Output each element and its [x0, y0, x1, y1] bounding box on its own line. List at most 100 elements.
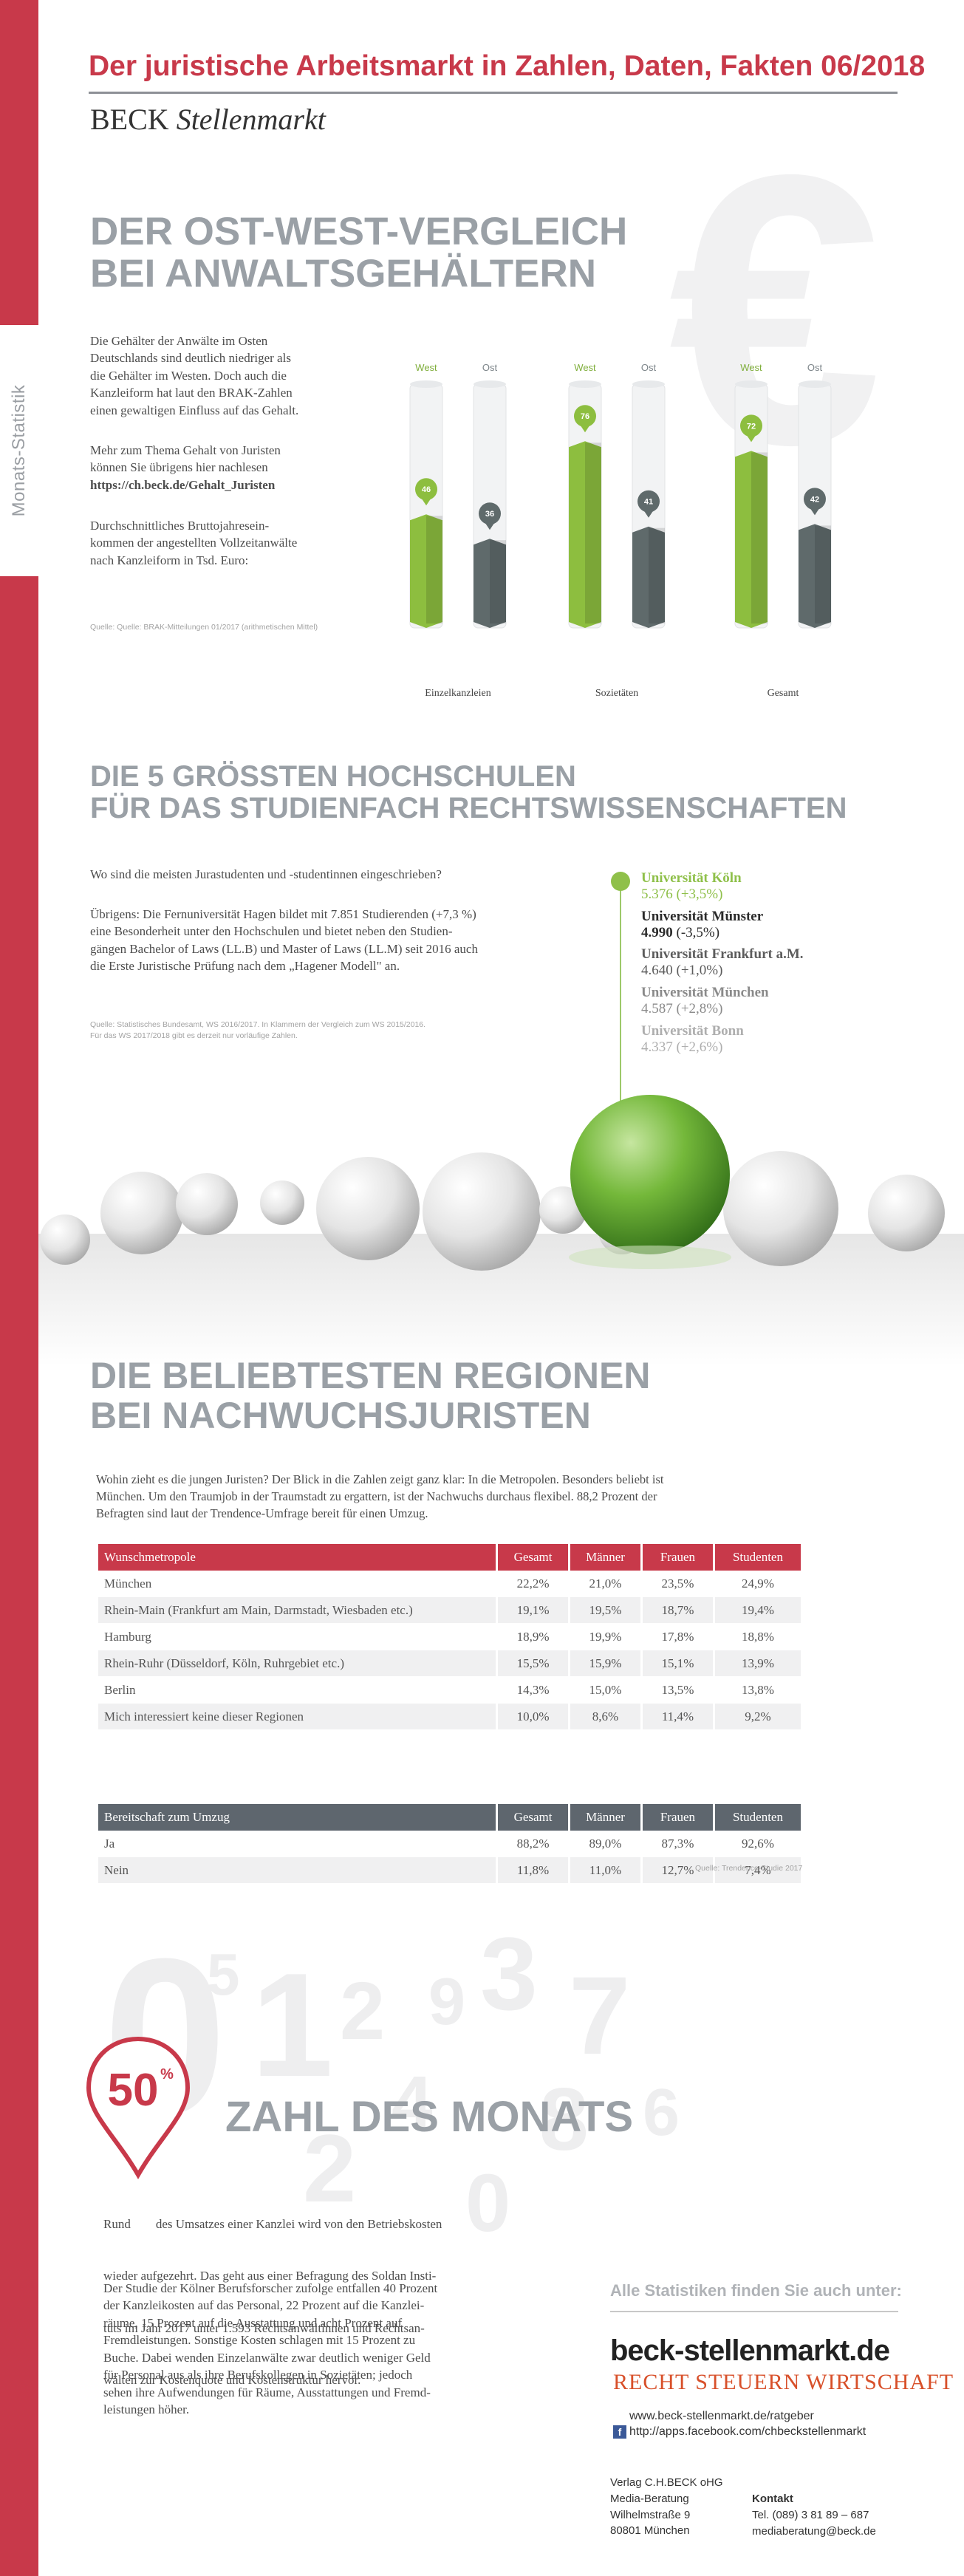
table-cell: Berlin	[98, 1677, 496, 1704]
column-header: Bereitschaft zum Umzug	[98, 1804, 496, 1831]
table-cell: 15,5%	[498, 1650, 569, 1677]
table-row: Nein 11,8% 11,0% 12,7% 7,4%	[98, 1857, 801, 1884]
table-row: Berlin 14,3% 15,0% 13,5% 13,8%	[98, 1677, 801, 1704]
contact-email[interactable]: mediaberatung@beck.de	[752, 2524, 876, 2538]
table-cell: 22,2%	[498, 1571, 569, 1597]
value-bubble	[479, 502, 501, 525]
table-row: München 22,2% 21,0% 23,5% 24,9%	[98, 1571, 801, 1597]
value-pointer	[581, 426, 589, 433]
section-title-universities: DIE 5 GRÖSSTEN HOCHSCHULEN FÜR DAS STUDI…	[90, 760, 847, 824]
table-cell: 13,9%	[714, 1650, 801, 1677]
tube-rim	[569, 380, 601, 388]
column-header: Gesamt	[498, 1544, 569, 1571]
ratgeber-link[interactable]: www.beck-stellenmarkt.de/ratgeber	[629, 2410, 814, 2422]
text-line: leistungen höher.	[103, 2402, 190, 2417]
value-bubble	[740, 414, 762, 437]
table-row: Rhein-Ruhr (Düsseldorf, Köln, Ruhrgebiet…	[98, 1650, 801, 1677]
salary-more: Mehr zum Thema Gehalt von Juristen könne…	[90, 442, 356, 493]
table-cell: 15,0%	[570, 1677, 640, 1704]
facebook-icon[interactable]: f	[613, 2425, 626, 2439]
facebook-link[interactable]: http://apps.facebook.com/chbeckstellenma…	[629, 2425, 866, 2438]
university-item: Universität Köln 5.376 (+3,5%)	[641, 870, 804, 903]
contact-phone: Tel. (089) 3 81 89 – 687	[752, 2508, 869, 2521]
salary-source: Quelle: Quelle: BRAK-Mitteilungen 01/201…	[90, 623, 318, 632]
zdm-para2: Der Studie der Kölner Berufsforscher zuf…	[103, 2280, 561, 2419]
column-header: Gesamt	[498, 1804, 569, 1831]
series-label: Ost	[482, 362, 498, 373]
sidebar-strip-top	[0, 0, 38, 325]
text-line: Durchschnittliches Bruttojahresein-	[90, 519, 270, 533]
table-cell: 9,2%	[714, 1704, 801, 1730]
university-item: Universität Frankfurt a.M. 4.640 (+1,0%)	[641, 946, 804, 979]
value-pointer	[422, 499, 431, 506]
table-row: Hamburg 18,9% 19,9% 17,8% 18,8%	[98, 1624, 801, 1650]
salary-link[interactable]: https://ch.beck.de/Gehalt_Juristen	[90, 477, 276, 492]
value-pointer	[810, 508, 819, 516]
ranking-line	[620, 881, 621, 1176]
university-stats: 4.337 (+2,6%)	[641, 1039, 804, 1056]
table-cell: 14,3%	[498, 1677, 569, 1704]
series-label: Ost	[641, 362, 657, 373]
value-pointer	[747, 435, 756, 443]
universities-note: Übrigens: Die Fernuniversität Hagen bild…	[90, 906, 592, 975]
data-label: 36	[485, 510, 494, 519]
table-cell: 21,0%	[570, 1571, 640, 1597]
university-stats: 4.990 (-3,5%)	[641, 925, 804, 941]
value-bubble	[637, 490, 660, 513]
text-line: Wilhelmstraße 9	[610, 2508, 691, 2521]
table-header-row: Wunschmetropole Gesamt Männer Frauen Student…	[98, 1544, 801, 1571]
zdm-para1: Rund des Umsatzes einer Kanzlei wird von…	[103, 2181, 561, 2406]
text-line: München. Um den Traumjob in der Traumsta…	[96, 1489, 657, 1503]
university-value: 4.587	[641, 1000, 677, 1017]
svg-text:5: 5	[207, 1941, 240, 2007]
table-cell: 17,8%	[642, 1624, 713, 1650]
column-header: Studenten	[714, 1544, 801, 1571]
svg-text:1: 1	[251, 1943, 333, 2108]
svg-text:2: 2	[303, 2114, 356, 2222]
salary-intro: Die Gehälter der Anwälte im Osten Deutsc…	[90, 332, 356, 419]
all-stats-heading: Alle Statistiken finden Sie auch unter:	[610, 2281, 902, 2300]
university-name: Universität Köln	[641, 870, 742, 886]
bar-ost	[799, 524, 831, 628]
beck-tagline: RECHT STEUERN WIRTSCHAFT	[613, 2370, 954, 2394]
text-line: Fremdleistungen. Sonstige Kosten schlage…	[103, 2333, 416, 2348]
section-title-salary: DER OST-WEST-VERGLEICH BEI ANWALTSGEHÄLT…	[90, 211, 627, 295]
text-line: wälten zur Kostenquote und Kostenstruktu…	[103, 2372, 361, 2387]
text-line: einen gewaltigen Einfluss auf das Gehalt…	[90, 403, 299, 417]
table-cell: 8,6%	[570, 1704, 640, 1730]
column-header: Wunschmetropole	[98, 1544, 496, 1571]
table-cell: 11,0%	[570, 1857, 640, 1884]
salary-chart-description: Durchschnittliches Bruttojahresein- komm…	[90, 517, 356, 569]
text-line: Buche. Dabei wenden Einzelanwälte zwar d…	[103, 2350, 431, 2365]
svg-text:7: 7	[569, 1953, 630, 2077]
bar-west	[735, 451, 768, 628]
table-cell: Hamburg	[98, 1624, 496, 1650]
column-header: Männer	[570, 1804, 640, 1831]
bar-shade	[585, 443, 601, 623]
table-row: Mich interessiert keine dieser Regionen 1…	[98, 1704, 801, 1730]
bar-shade	[649, 527, 665, 623]
data-label: 76	[581, 412, 589, 421]
contact-block: Kontakt Tel. (089) 3 81 89 – 687 mediabe…	[752, 2491, 876, 2539]
series-label: West	[574, 362, 596, 373]
table-row: Rhein-Main (Frankfurt am Main, Darmstadt…	[98, 1597, 801, 1624]
white-spheres	[40, 1151, 945, 1271]
title-line: DER OST-WEST-VERGLEICH	[90, 210, 628, 253]
text-line: tuts im Jahr 2017 unter 1.593 Rechtsanwä…	[103, 2320, 425, 2335]
university-item: Universität München 4.587 (+2,8%)	[641, 985, 804, 1017]
university-name: Universität Bonn	[641, 1022, 744, 1039]
footer-divider	[610, 2311, 898, 2312]
column-header: Frauen	[642, 1544, 713, 1571]
text-line: können Sie übrigens hier nachlesen	[90, 460, 268, 475]
title-line: DIE 5 GRÖSSTEN HOCHSCHULEN	[90, 760, 576, 793]
title-line: BEI ANWALTSGEHÄLTERN	[90, 252, 597, 296]
text-line: Quelle: Statistisches Bundesamt, WS 2016…	[90, 1020, 426, 1029]
table-header-row: Bereitschaft zum Umzug Gesamt Männer Frauen…	[98, 1804, 801, 1831]
universities-source: Quelle: Statistisches Bundesamt, WS 2016…	[90, 1019, 425, 1041]
text-line: eine Besonderheit unter den Hochschulen …	[90, 924, 453, 939]
text-line: räume, 15 Prozent auf die Ausstattung un…	[103, 2315, 403, 2330]
beck-stellenmarkt-logo[interactable]: beck-stellenmarkt.de	[610, 2334, 890, 2367]
regions-source: Quelle: Trendence-Studie 2017	[695, 1864, 803, 1873]
tube-rim	[632, 380, 665, 388]
text-line: für Personal aus als ihre Berufskollegen…	[103, 2368, 413, 2382]
